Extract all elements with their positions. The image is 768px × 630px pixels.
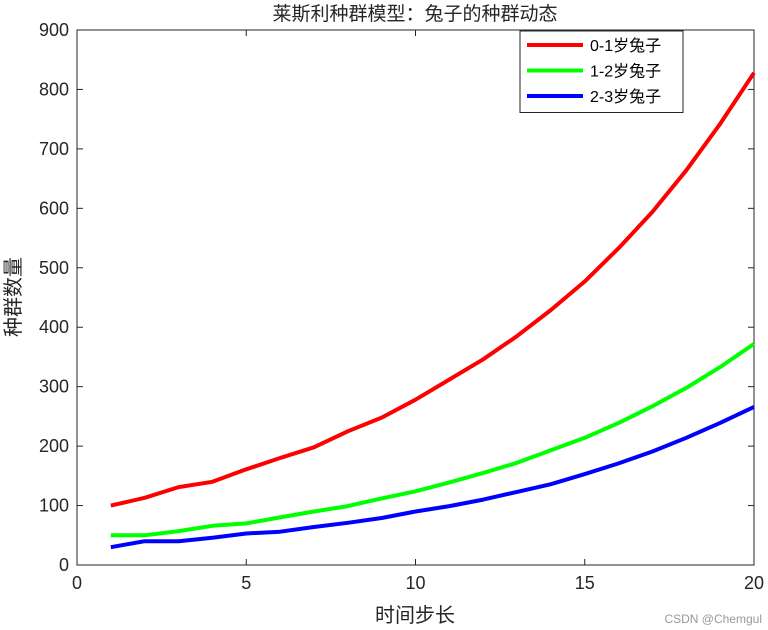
legend: 0-1岁兔子 1-2岁兔子 2-3岁兔子 <box>519 30 684 113</box>
series-line-2 <box>110 342 756 538</box>
x-axis-label: 时间步长 <box>375 603 455 627</box>
chart-title: 莱斯利种群模型：兔子的种群动态 <box>272 3 557 25</box>
x-tick-label: 20 <box>744 573 764 593</box>
y-tick-label: 700 <box>39 139 69 159</box>
series-line-1 <box>110 71 756 508</box>
series-line-3 <box>110 405 755 550</box>
x-tick-label: 15 <box>575 573 595 593</box>
y-tick-label: 600 <box>39 198 69 218</box>
legend-label-3: 2-3岁兔子 <box>590 88 661 106</box>
x-tick-label: 0 <box>72 573 82 593</box>
x-tick-label: 5 <box>241 573 251 593</box>
y-tick-label: 500 <box>39 258 69 278</box>
legend-label-2: 1-2岁兔子 <box>590 63 661 81</box>
y-tick-label: 0 <box>59 555 69 575</box>
y-tick-label: 900 <box>39 20 69 40</box>
watermark: CSDN @Chemgul <box>664 612 762 626</box>
y-tick-label: 400 <box>39 317 69 337</box>
y-tick-label: 200 <box>39 436 69 456</box>
x-tick-label: 10 <box>405 573 425 593</box>
y-tick-label: 300 <box>39 377 69 397</box>
y-tick-label: 100 <box>39 496 69 516</box>
y-axis-label: 种群数量 <box>1 257 25 337</box>
y-tick-label: 800 <box>39 79 69 99</box>
legend-label-1: 0-1岁兔子 <box>590 37 661 55</box>
